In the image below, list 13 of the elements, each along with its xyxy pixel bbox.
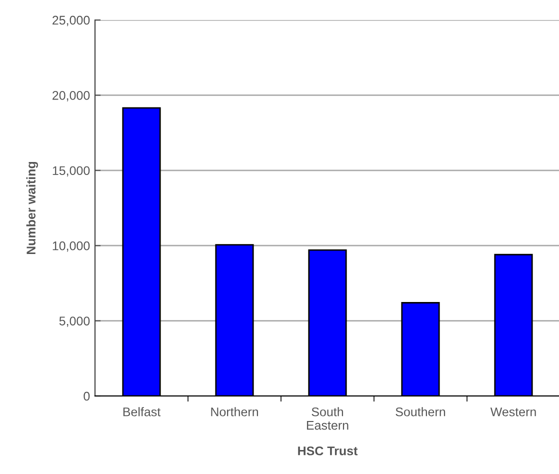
x-tick-label: Western xyxy=(490,408,536,416)
y-tick-label: 15,000 xyxy=(52,166,90,177)
y-tick-label: 10,000 xyxy=(52,241,90,252)
y-axis-title: Number waiting xyxy=(26,162,38,254)
x-tick-label: Belfast xyxy=(123,407,161,416)
x-tick-label: Southern xyxy=(396,407,446,416)
y-tick-label: 5,000 xyxy=(59,316,90,327)
x-axis-title: HSC Trust xyxy=(298,446,358,456)
y-tick-label: 20,000 xyxy=(52,91,90,102)
y-tick-label: 25,000 xyxy=(52,16,90,26)
x-tick-label: South Eastern xyxy=(306,407,348,430)
x-tick-label: Northern xyxy=(211,407,258,416)
y-tick-label: 0 xyxy=(84,392,90,401)
